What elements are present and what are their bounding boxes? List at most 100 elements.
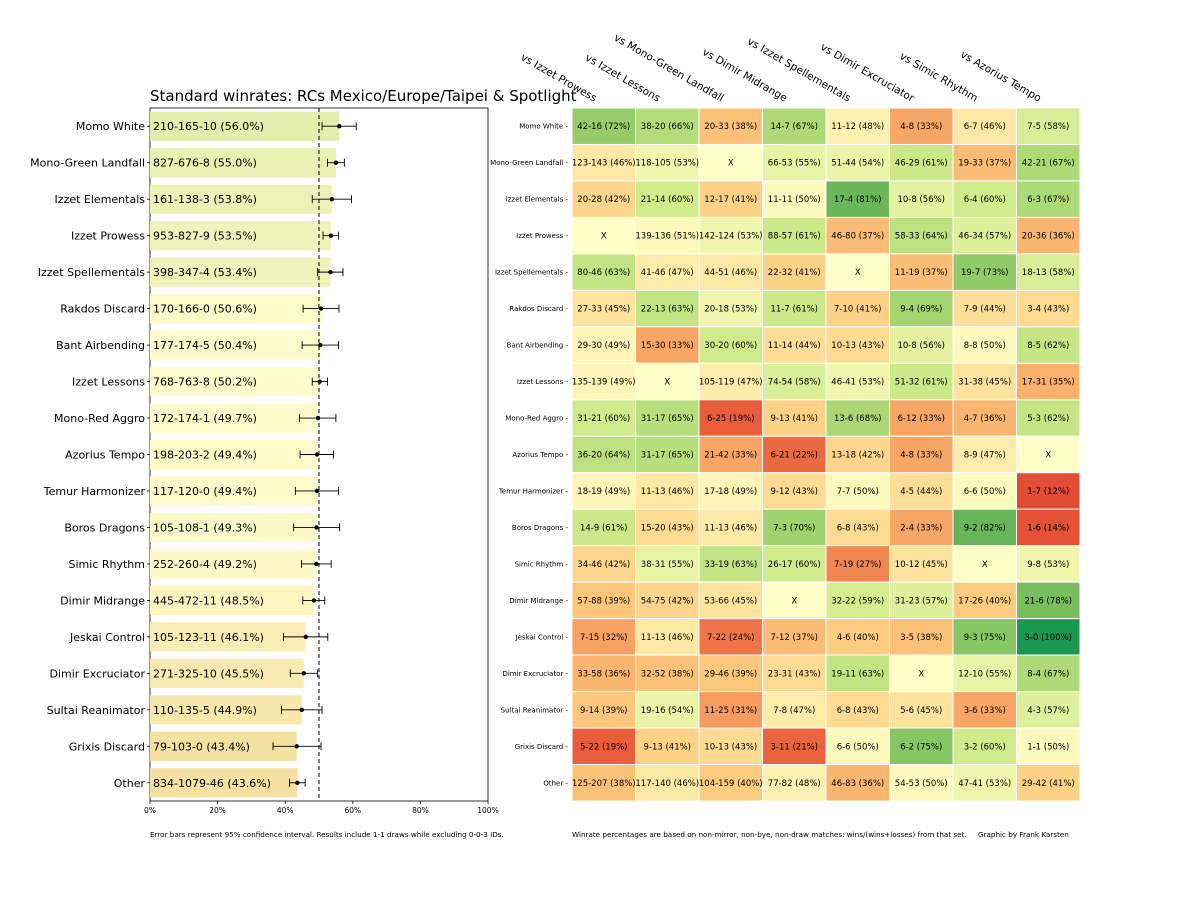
heatmap-row-label: Izzet Spellementals - [495,269,568,277]
heatmap-cell-label: 29-42 (41%) [1022,779,1075,789]
heatmap-cell-label: 6-2 (75%) [900,742,942,752]
heatmap-cell [889,253,954,291]
heatmap-cell [698,143,763,182]
point [315,415,321,421]
bar [150,476,317,506]
heatmap-cell [762,654,827,693]
heatmap-cell-label: 42-21 (67%) [1022,159,1075,169]
heatmap-cell-label: 20-33 (38%) [704,122,757,132]
heatmap-cell-label: 32-22 (59%) [831,596,884,606]
heatmap-cell-label: 6-25 (19%) [707,414,755,424]
bar [150,294,322,324]
point [314,452,320,457]
heatmap-cell-label: 30-20 (60%) [704,341,757,351]
heatmap-cell [1016,545,1081,583]
x-tick-label: 100% [477,806,498,815]
heatmap-cell-label: 10-12 (45%) [895,560,948,570]
heatmap-cell [825,508,890,547]
heatmap-cell [889,581,954,620]
heatmap-cell-label: 11-14 (44%) [768,341,821,351]
heatmap-cell-label: 2-4 (33%) [900,523,942,533]
heatmap-cell [1016,618,1081,656]
point [317,379,322,384]
point [314,525,319,530]
heatmap-cell [1016,472,1081,510]
heatmap-cell-label: 118-105 (53%) [635,159,699,169]
bar [150,366,320,397]
chart-title: Standard winrates: RCs Mexico/Europe/Tai… [150,87,577,105]
heatmap-cell [635,180,700,218]
heatmap-cell-label: 22-32 (41%) [768,268,821,278]
heatmap-cell [1016,764,1081,802]
heatmap-cell-label: 11-13 (46%) [704,523,757,533]
heatmap-note: Winrate percentages are based on non-mir… [572,830,967,839]
heatmap-cell [952,216,1017,255]
heatmap-cell-label: 74-54 (58%) [768,378,821,388]
heatmap-cell-label: 4-5 (44%) [900,487,942,497]
heatmap-row-label: Grixis Discard - [515,743,569,751]
heatmap-cell [762,508,827,547]
point [337,124,342,129]
heatmap-cell-label: 6-7 (46%) [964,122,1006,132]
heatmap-cell-label: 4-8 (33%) [900,451,942,461]
point [328,233,334,238]
heatmap-row-label: Izzet Prowess - [516,232,568,240]
bar [150,148,336,178]
heatmap-cell [762,545,827,583]
heatmap-cell [1016,326,1081,364]
heatmap-column-label: vs Izzet Spellementals [745,35,853,104]
heatmap-cell [571,216,636,255]
heatmap-row-label: Sultai Reanimator - [501,706,569,714]
heatmap-cell [762,326,827,364]
heatmap-cell [635,435,700,474]
credit-text: Graphic by Frank Karsten [978,830,1069,839]
heatmap-cell [889,508,954,547]
heatmap-cell [762,362,827,401]
category-label: Dimir Excruciator [49,667,145,680]
heatmap-row-label: Bant Airbending - [507,342,569,350]
heatmap-cell [825,691,890,729]
category-label: Azorius Tempo [65,449,145,462]
heatmap-cell-label: 17-18 (49%) [704,487,757,497]
heatmap-cell-label: 47-41 (53%) [958,779,1011,789]
heatmap-cell [762,107,827,145]
bar [150,184,332,214]
bar-chart-note: Error bars represent 95% confidence inte… [150,830,504,839]
heatmap-cell [571,435,636,474]
bar-label: 198-203-2 (49.4%) [153,449,257,462]
bar-label: 768-763-8 (50.2%) [153,376,257,389]
heatmap-cell-label: 7-7 (50%) [837,487,879,497]
heatmap-cell-label: 6-3 (67%) [1027,195,1069,205]
point [333,160,339,165]
heatmap-cell-label: 9-8 (53%) [1027,560,1069,570]
heatmap-cell [635,691,700,729]
bar-label: 398-347-4 (53.4%) [153,266,257,279]
point [299,707,304,713]
heatmap-cell [825,289,890,328]
heatmap-cell [571,362,636,401]
bar-label: 834-1079-46 (43.6%) [153,777,271,790]
heatmap-cell [889,216,954,255]
point [301,671,306,676]
heatmap-cell-label: 17-31 (35%) [1022,378,1075,388]
heatmap-cell-label: 18-13 (58%) [1022,268,1075,278]
heatmap-cell-label: 77-82 (48%) [768,779,821,789]
heatmap-cell [1016,143,1081,182]
heatmap-cell-label: 21-14 (60%) [641,195,694,205]
heatmap-cell-label: X [855,268,861,278]
heatmap-row-label: Dimir Excruciator - [502,670,568,678]
heatmap-cell-label: 7-19 (27%) [834,560,882,570]
heatmap-cell-label: 4-8 (33%) [900,122,942,132]
heatmap-cell [698,764,763,802]
category-label: Izzet Elementals [55,193,146,206]
heatmap-cell-label: X [918,669,924,679]
heatmap-cell [1016,216,1081,255]
heatmap-row-label: Temur Harmonizer - [498,487,569,495]
heatmap-cell-label: 11-11 (50%) [768,195,821,205]
heatmap-cell-label: 20-36 (36%) [1022,232,1075,242]
heatmap-cell-label: 27-33 (45%) [577,305,630,315]
heatmap-cell-label: 38-31 (55%) [641,560,694,570]
heatmap-cell [1016,435,1081,474]
point [314,488,320,494]
